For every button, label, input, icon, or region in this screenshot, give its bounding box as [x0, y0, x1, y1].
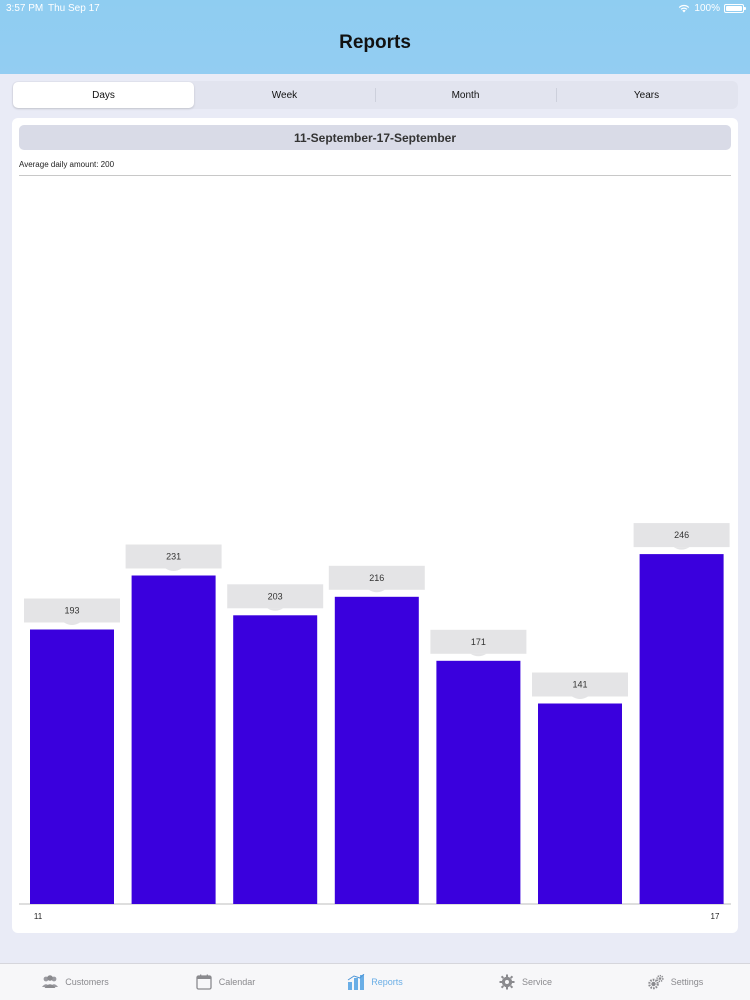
value-bubble	[532, 672, 628, 697]
status-date: Thu Sep 17	[48, 3, 100, 14]
x-tick-label: 17	[711, 912, 720, 921]
segment-week[interactable]: Week	[271, 89, 298, 101]
tab-calendar[interactable]: Calendar	[150, 964, 300, 1000]
tab-reports[interactable]: Reports	[300, 964, 450, 1000]
value-bubble-pointer	[673, 547, 690, 550]
tab-settings-label: Settings	[670, 977, 704, 987]
report-card: 11-September-17-September Average daily …	[12, 118, 738, 933]
data-label: 203	[268, 591, 283, 601]
value-bubble-pointer	[267, 608, 284, 611]
value-bubble-pointer	[470, 653, 487, 657]
value-bubble	[227, 584, 324, 609]
data-label: 231	[166, 552, 181, 562]
period-segmented-control: Days Week Month Years	[12, 81, 738, 109]
page-title: Reports	[339, 32, 411, 53]
value-bubble	[430, 629, 527, 654]
gears-icon	[647, 974, 664, 990]
value-bubble	[125, 544, 222, 569]
customers-icon	[42, 975, 59, 988]
value-bubble-pointer	[165, 568, 182, 571]
value-bubble	[24, 598, 120, 623]
divider	[19, 175, 731, 176]
calendar-icon	[196, 974, 212, 990]
battery-icon	[724, 4, 746, 13]
status-time: 3:57 PM	[6, 3, 44, 14]
data-label: 216	[369, 573, 384, 583]
chart-bar[interactable]	[538, 703, 622, 905]
data-label: 171	[471, 637, 486, 647]
battery-percent: 100%	[694, 3, 720, 14]
segment-days[interactable]: Days	[13, 82, 194, 108]
chart-bar[interactable]	[334, 596, 419, 904]
gear-icon	[499, 974, 515, 990]
average-daily-amount: Average daily amount: 200	[19, 160, 115, 169]
tab-service[interactable]: Service	[450, 964, 600, 1000]
tab-service-label: Service	[521, 977, 552, 987]
tab-customers-label: Customers	[65, 977, 109, 987]
chart-bar[interactable]	[233, 615, 318, 904]
tab-bar: Customers Calendar Reports	[0, 963, 750, 1000]
wifi-icon	[679, 4, 690, 13]
bar-chart: 193 231 203 216 171 141 246 11 17	[19, 523, 731, 921]
tab-settings[interactable]: Settings	[600, 964, 750, 1000]
value-bubble	[633, 523, 730, 548]
chart-bar[interactable]	[30, 629, 114, 905]
data-label: 141	[572, 680, 587, 690]
reports-icon	[347, 974, 365, 990]
chart-bar[interactable]	[639, 554, 724, 904]
segment-years[interactable]: Years	[556, 82, 737, 108]
header-bar: 3:57 PM Thu Sep 17 100% Reports	[0, 0, 750, 74]
date-range-label: 11-September-17-September	[19, 125, 731, 150]
value-bubble	[328, 565, 425, 590]
data-label: 246	[674, 530, 689, 540]
status-right: 100%	[678, 3, 746, 14]
tab-calendar-label: Calendar	[218, 977, 256, 987]
value-bubble-pointer	[368, 589, 385, 593]
value-bubble-pointer	[64, 622, 80, 626]
chart-bar[interactable]	[131, 575, 216, 905]
segment-month[interactable]: Month	[375, 82, 556, 108]
x-tick-label: 11	[34, 912, 43, 921]
tab-customers[interactable]: Customers	[0, 964, 150, 1000]
tab-reports-label: Reports	[371, 977, 403, 987]
value-bubble-pointer	[572, 696, 588, 699]
data-label: 193	[64, 606, 79, 616]
chart-bar[interactable]	[436, 660, 521, 904]
status-bar: 3:57 PM Thu Sep 17 100%	[0, 0, 750, 16]
